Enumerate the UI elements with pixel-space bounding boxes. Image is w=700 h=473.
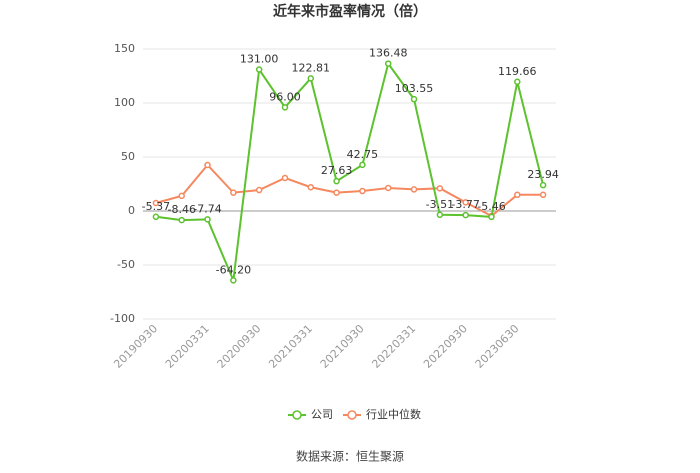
data-point	[539, 191, 547, 199]
data-label: 131.00	[240, 53, 279, 66]
data-point	[384, 60, 392, 67]
data-point	[204, 216, 211, 223]
data-label: 122.81	[292, 61, 331, 74]
y-tick-label: -100	[110, 312, 135, 325]
data-point	[255, 186, 263, 194]
data-point	[204, 161, 211, 169]
data-point	[539, 181, 547, 189]
data-label: -7.74	[193, 202, 221, 215]
data-point	[359, 187, 366, 195]
data-point	[307, 183, 315, 191]
data-point	[281, 174, 289, 182]
data-point	[255, 66, 263, 73]
x-tick-label: 20210331	[266, 322, 315, 371]
data-point	[307, 75, 315, 82]
y-tick-label: -50	[117, 258, 135, 271]
legend-marker	[292, 410, 302, 420]
legend-marker	[347, 410, 357, 420]
data-point	[152, 213, 160, 221]
data-point	[178, 192, 185, 200]
data-point	[281, 104, 289, 111]
data-label: 119.66	[498, 65, 537, 78]
data-point	[488, 213, 495, 221]
legend-label: 公司	[311, 408, 333, 421]
x-tick-label: 20230630	[473, 322, 522, 371]
source: 数据来源：恒生聚源	[296, 449, 404, 464]
data-label: -8.46	[167, 203, 195, 216]
y-tick-label: 0	[128, 204, 135, 217]
data-point	[462, 199, 469, 206]
data-label: 27.63	[321, 164, 353, 177]
data-label: 103.55	[395, 82, 434, 95]
data-label: -5.37	[142, 200, 170, 213]
data-point	[410, 186, 418, 193]
x-tick-label: 20190930	[111, 322, 160, 371]
data-label: -5.46	[477, 200, 505, 213]
chart-title: 近年来市盈率情况（倍）	[273, 3, 427, 20]
y-tick-label: 50	[121, 150, 135, 163]
data-label: -3.51	[426, 198, 454, 211]
series-line	[155, 61, 545, 285]
data-label: -64.20	[216, 263, 251, 276]
data-label: -3.77	[451, 198, 479, 211]
data-label: 42.75	[347, 148, 379, 161]
legend-label: 行业中位数	[366, 407, 421, 421]
data-point	[384, 184, 392, 192]
data-point	[333, 189, 340, 196]
x-tick-label: 20210930	[318, 322, 367, 371]
data-point	[514, 191, 521, 199]
data-point	[230, 277, 237, 284]
data-label: 23.94	[527, 168, 559, 181]
data-point	[333, 177, 340, 185]
y-tick-label: 150	[114, 42, 135, 55]
data-point	[514, 78, 521, 86]
y-tick-label: 100	[114, 96, 135, 109]
series-line	[155, 163, 544, 218]
data-point	[359, 161, 366, 169]
data-point	[436, 211, 444, 219]
data-point	[230, 189, 237, 196]
data-point	[178, 216, 185, 224]
data-label: 136.48	[369, 47, 408, 60]
data-point	[410, 95, 418, 103]
x-tick-label: 20200930	[215, 322, 264, 371]
data-label: 96.00	[269, 90, 301, 103]
data-point	[152, 199, 160, 207]
x-tick-label: 20220930	[421, 322, 470, 371]
data-point	[436, 185, 444, 192]
data-point	[462, 211, 469, 219]
x-tick-label: 20220331	[369, 322, 418, 371]
x-tick-label: 20200331	[163, 322, 212, 371]
